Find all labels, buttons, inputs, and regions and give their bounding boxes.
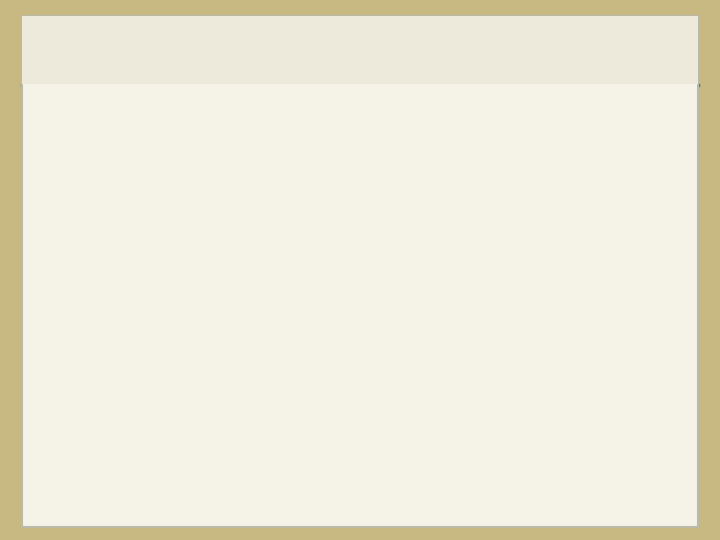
Text: •: • [58, 180, 72, 204]
Text: A model of the money supply: A model of the money supply [58, 36, 516, 64]
Text: Currency-deposit ratio: Currency-deposit ratio [90, 403, 338, 423]
Text: Monetary base: Monetary base [90, 182, 253, 201]
Text: ,: , [253, 182, 266, 201]
Text: ,: , [338, 403, 351, 423]
Text: B = C + R: B = C + R [266, 182, 370, 201]
Text: controlled by the central bank: controlled by the central bank [126, 245, 397, 263]
Text: •: • [58, 401, 72, 425]
Text: rr = R/D: rr = R/D [341, 293, 428, 312]
Text: depends on households’ preferences: depends on households’ preferences [126, 466, 459, 484]
Text: Reserve-deposit ratio: Reserve-deposit ratio [90, 293, 328, 312]
Text: •: • [58, 291, 72, 314]
Text: Exogenous variables: Exogenous variables [252, 109, 468, 129]
Text: cr = C/D: cr = C/D [351, 403, 439, 423]
Text: depends on regulations and bank policies: depends on regulations and bank policies [126, 355, 501, 374]
Text: ,: , [328, 293, 341, 312]
